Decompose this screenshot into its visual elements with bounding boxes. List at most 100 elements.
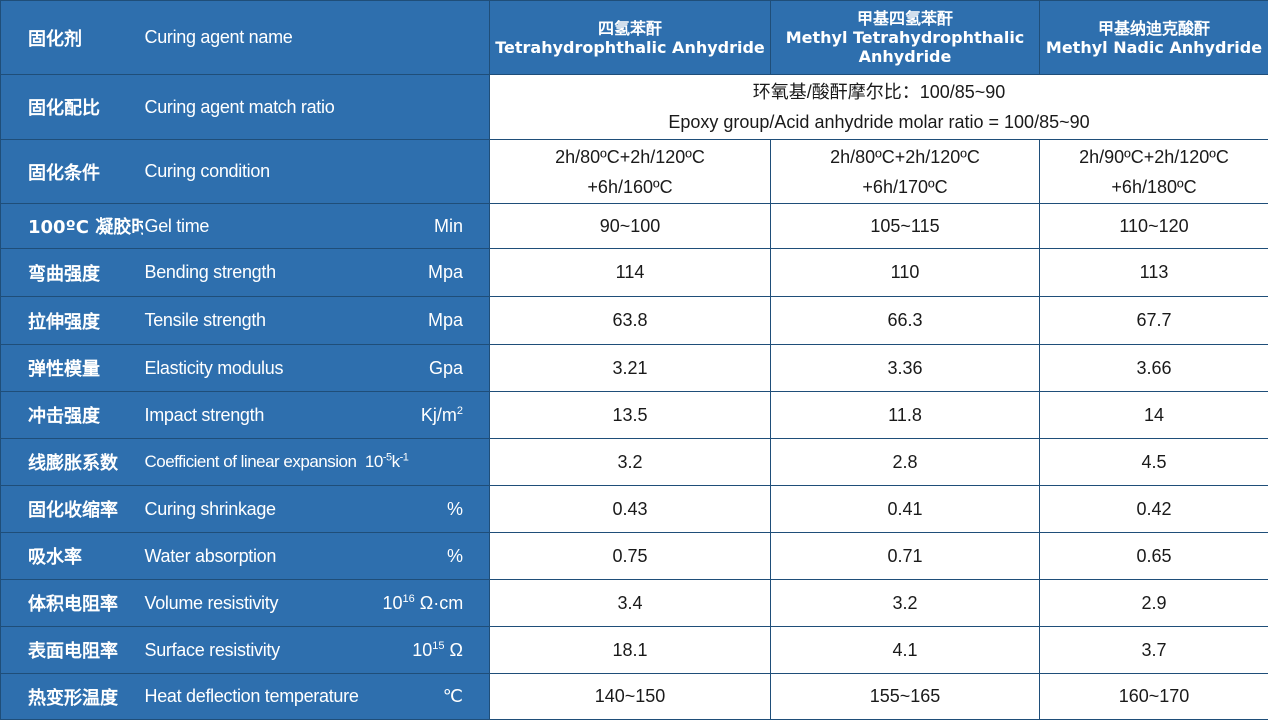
column-header-zh: 甲基纳迪克酸酐 xyxy=(1097,18,1210,38)
unit-base: Kj/m xyxy=(420,404,457,425)
value-cell: 0.43 xyxy=(489,485,771,533)
column-header-zh: 甲基四氢苯酐 xyxy=(856,9,953,28)
column-header-methyl-nadic: 甲基纳迪克酸酐 Methyl Nadic Anhydride xyxy=(1039,0,1268,75)
row-label-en: Curing agent match ratio xyxy=(142,74,383,140)
header-row: 固化剂 Curing agent name 四氢苯酐 Tetrahydropht… xyxy=(0,0,1268,75)
value-cell: 160~170 xyxy=(1039,673,1268,720)
row-label-zh: 冲击强度 xyxy=(0,391,143,439)
value-cell: 3.36 xyxy=(770,344,1040,392)
row-label-en: Heat deflection temperature xyxy=(142,673,383,720)
value-cell: 11.8 xyxy=(770,391,1040,439)
column-header-zh: 四氢苯酐 xyxy=(597,18,662,38)
row-label-en: Elasticity modulus xyxy=(142,344,383,392)
unit-exponent: 15 xyxy=(432,639,445,652)
data-row-curing-shrinkage: 固化收缩率 Curing shrinkage % 0.43 0.41 0.42 xyxy=(0,485,1268,533)
data-row-elasticity-modulus: 弹性模量 Elasticity modulus Gpa 3.21 3.36 3.… xyxy=(0,344,1268,392)
data-row-impact-strength: 冲击强度 Impact strength Kj/m2 13.5 11.8 14 xyxy=(0,391,1268,439)
value-cell: 105~115 xyxy=(770,203,1040,249)
value-cell: 0.75 xyxy=(489,532,771,580)
value-cell: 3.4 xyxy=(489,579,771,627)
unit-tail: Ω·cm xyxy=(414,592,464,613)
value-cell: 113 xyxy=(1039,248,1268,297)
value-cell: 110 xyxy=(770,248,1040,297)
data-row-gel-time: 100ºC 凝胶时间 Gel time Min 90~100 105~115 1… xyxy=(0,203,1268,249)
value-cell: 3.7 xyxy=(1039,626,1268,674)
value-cell: 3.2 xyxy=(489,438,771,486)
ratio-row: 固化配比 Curing agent match ratio 环氧基/酸酐摩尔比：… xyxy=(0,74,1268,140)
unit-exponent-2: -1 xyxy=(399,451,409,464)
unit-base: 10 xyxy=(364,452,383,471)
row-label-zh: 表面电阻率 xyxy=(0,626,143,674)
ratio-value: 环氧基/酸酐摩尔比：100/85~90 Epoxy group/Acid anh… xyxy=(489,74,1268,140)
value-cell: 14 xyxy=(1039,391,1268,439)
row-unit: ℃ xyxy=(382,673,490,720)
unit-base: 10 xyxy=(382,592,403,613)
column-header-methyl-tetrahydrophthalic: 甲基四氢苯酐 Methyl Tetrahydrophthalic Anhydri… xyxy=(770,0,1040,75)
unit-tail: Ω xyxy=(444,639,463,660)
value-cell: 3.66 xyxy=(1039,344,1268,392)
row-label-en: Surface resistivity xyxy=(142,626,383,674)
value-cell: 0.42 xyxy=(1039,485,1268,533)
condition-line: +6h/170ºC xyxy=(862,176,948,197)
row-label-en: Water absorption xyxy=(142,532,383,580)
row-label-zh: 吸水率 xyxy=(0,532,143,580)
row-label-zh: 拉伸强度 xyxy=(0,296,143,345)
row-label-zh: 固化条件 xyxy=(0,139,143,204)
header-unit-cell xyxy=(382,0,490,75)
header-label-zh: 固化剂 xyxy=(0,0,143,75)
value-cell: 18.1 xyxy=(489,626,771,674)
data-row-bending-strength: 弯曲强度 Bending strength Mpa 114 110 113 xyxy=(0,248,1268,297)
unit-exponent: -5 xyxy=(382,451,392,464)
row-label-en-with-unit: Coefficient of linear expansion 10-5k-1 xyxy=(142,438,490,486)
row-unit: % xyxy=(382,532,490,580)
unit-exponent: 2 xyxy=(456,404,463,417)
row-label-en: Curing shrinkage xyxy=(142,485,383,533)
row-unit xyxy=(382,139,490,204)
row-unit xyxy=(382,74,490,140)
value-cell: 13.5 xyxy=(489,391,771,439)
row-unit: Gpa xyxy=(382,344,490,392)
value-cell: 4.5 xyxy=(1039,438,1268,486)
ratio-line-zh: 环氧基/酸酐摩尔比：100/85~90 xyxy=(752,82,1006,102)
row-label-zh: 体积电阻率 xyxy=(0,579,143,627)
header-label-en: Curing agent name xyxy=(142,0,383,75)
value-cell: 2.8 xyxy=(770,438,1040,486)
data-row-linear-expansion: 线膨胀系数 Coefficient of linear expansion 10… xyxy=(0,438,1268,486)
value-cell: 0.41 xyxy=(770,485,1040,533)
row-label-zh: 100ºC 凝胶时间 xyxy=(0,203,143,249)
unit-tail: k xyxy=(391,452,401,471)
unit-base: 10 xyxy=(412,639,433,660)
value-cell: 3.2 xyxy=(770,579,1040,627)
value-cell: 90~100 xyxy=(489,203,771,249)
value-cell: 2.9 xyxy=(1039,579,1268,627)
data-row-tensile-strength: 拉伸强度 Tensile strength Mpa 63.8 66.3 67.7 xyxy=(0,296,1268,345)
condition-line: 2h/80ºC+2h/120ºC xyxy=(555,146,705,167)
ratio-line-en: Epoxy group/Acid anhydride molar ratio =… xyxy=(668,112,1090,132)
condition-value: 2h/80ºC+2h/120ºC +6h/160ºC xyxy=(489,139,771,204)
row-label-en: Bending strength xyxy=(142,248,383,297)
data-row-heat-deflection: 热变形温度 Heat deflection temperature ℃ 140~… xyxy=(0,673,1268,720)
row-label-zh: 固化配比 xyxy=(0,74,143,140)
value-cell: 67.7 xyxy=(1039,296,1268,345)
row-unit: 1015 Ω xyxy=(382,626,490,674)
value-cell: 3.21 xyxy=(489,344,771,392)
row-unit: Kj/m2 xyxy=(382,391,490,439)
condition-line: 2h/90ºC+2h/120ºC xyxy=(1079,146,1229,167)
data-row-volume-resistivity: 体积电阻率 Volume resistivity 1016 Ω·cm 3.4 3… xyxy=(0,579,1268,627)
row-unit: Mpa xyxy=(382,296,490,345)
row-label-en: Volume resistivity xyxy=(142,579,383,627)
value-cell: 140~150 xyxy=(489,673,771,720)
row-unit: Min xyxy=(382,203,490,249)
value-cell: 4.1 xyxy=(770,626,1040,674)
row-label-zh: 弹性模量 xyxy=(0,344,143,392)
data-row-surface-resistivity: 表面电阻率 Surface resistivity 1015 Ω 18.1 4.… xyxy=(0,626,1268,674)
column-header-en: Methyl Tetrahydrophthalic Anhydride xyxy=(785,28,1025,66)
row-label-zh: 线膨胀系数 xyxy=(0,438,143,486)
row-unit: 1016 Ω·cm xyxy=(382,579,490,627)
value-cell: 114 xyxy=(489,248,771,297)
row-unit: % xyxy=(382,485,490,533)
column-header-tetrahydrophthalic: 四氢苯酐 Tetrahydrophthalic Anhydride xyxy=(489,0,771,75)
row-label-zh: 热变形温度 xyxy=(0,673,143,720)
row-label-zh: 弯曲强度 xyxy=(0,248,143,297)
